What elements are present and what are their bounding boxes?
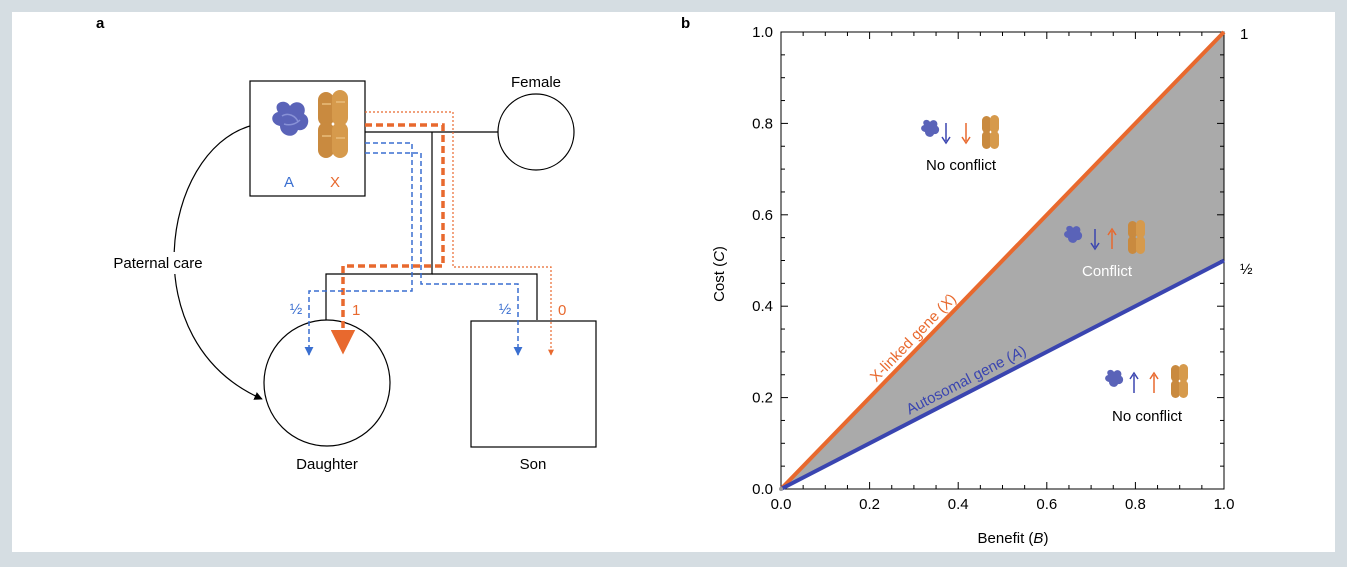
autosome-chromosome-icon: [1064, 225, 1083, 243]
fraction-son-x: 0: [558, 302, 566, 319]
paternal-care-label: Paternal care: [113, 255, 202, 272]
fraction-son-autosomal: ½: [499, 301, 512, 318]
y-tick-label: 0.0: [752, 481, 773, 498]
x-inheritance-daughter-path: [330, 123, 445, 355]
panel-b-label: b: [681, 15, 690, 32]
arrow-down-icon: [1090, 242, 1100, 251]
x-chromosome-icon: [982, 115, 999, 149]
daughter-label: Daughter: [296, 456, 358, 473]
female-circle: [497, 93, 575, 171]
son-box: [470, 320, 597, 448]
region-top-label: No conflict: [926, 157, 997, 174]
panel-a-label: a: [96, 15, 105, 32]
x-tick-label: 0.4: [948, 496, 969, 513]
x-tick-label: 0.8: [1125, 496, 1146, 513]
autosome-inheritance-daughter-path: [304, 142, 413, 356]
right-axis-label-one: 1: [1240, 26, 1248, 43]
autosome-inheritance-son-path: [365, 152, 523, 356]
daughter-circle: [263, 319, 391, 447]
autosomal-gene-line: [780, 258, 1225, 491]
cost-benefit-chart: 0.0 0.2 0.4 0.6 0.8 1.0 0.0 0.2 0.4 0.6 0.8 1.0: [752, 24, 1234, 513]
son-label: Son: [520, 456, 547, 473]
x-axis-label: Benefit (B): [978, 530, 1049, 547]
region-top-annotation: No conflict: [921, 115, 999, 174]
figure-svg: a A X Female Daughter Son Paternal care …: [96, 15, 1253, 547]
autosome-chromosome-icon: [921, 119, 940, 137]
x-chromosome-icon: [1171, 364, 1188, 398]
autosome-chromosome-icon: [272, 101, 309, 136]
x-letter: X: [330, 174, 340, 191]
arrow-up-icon: [1149, 371, 1159, 380]
y-tick-label: 1.0: [752, 24, 773, 41]
x-tick-label: 0.6: [1036, 496, 1057, 513]
x-tick-label: 1.0: [1214, 496, 1235, 513]
autosome-letter: A: [284, 174, 294, 191]
x-chromosome-icon: [1128, 220, 1145, 254]
y-tick-label: 0.2: [752, 390, 773, 407]
y-axis-label: Cost (C): [711, 246, 728, 302]
region-bottom-annotation: No conflict: [1105, 364, 1188, 425]
autosome-chromosome-icon: [1105, 369, 1124, 387]
arrow-up-icon: [1129, 371, 1139, 380]
descent-line-daughter: [325, 132, 433, 320]
region-middle-annotation: Conflict: [1064, 220, 1145, 280]
descent-line-son: [432, 273, 538, 320]
x-tick-label: 0.0: [771, 496, 792, 513]
fraction-daughter-x: 1: [352, 302, 360, 319]
tick-layer: 0.0 0.2 0.4 0.6 0.8 1.0 0.0 0.2 0.4 0.6 0.8 1.0: [752, 24, 1234, 513]
y-tick-label: 0.6: [752, 207, 773, 224]
region-bottom-label: No conflict: [1112, 408, 1183, 425]
female-label: Female: [511, 74, 561, 91]
fraction-daughter-autosomal: ½: [290, 301, 303, 318]
x-linked-gene-line: [779, 30, 1226, 491]
y-tick-label: 0.8: [752, 115, 773, 132]
right-axis-label-half: ½: [1240, 261, 1253, 278]
arrow-down-icon: [941, 136, 951, 145]
y-tick-label: 0.4: [752, 298, 773, 315]
paternal-care-arrow: [173, 125, 263, 400]
paternal-care-label-bg: [104, 252, 212, 274]
arrow-up-icon: [1107, 227, 1117, 236]
region-middle-label: Conflict: [1082, 263, 1133, 280]
x-tick-label: 0.2: [859, 496, 880, 513]
arrow-down-icon: [961, 136, 971, 145]
figure-panel: a A X Female Daughter Son Paternal care …: [12, 12, 1335, 552]
x-chromosome-icon: [318, 90, 348, 158]
origin-point: [779, 487, 783, 491]
